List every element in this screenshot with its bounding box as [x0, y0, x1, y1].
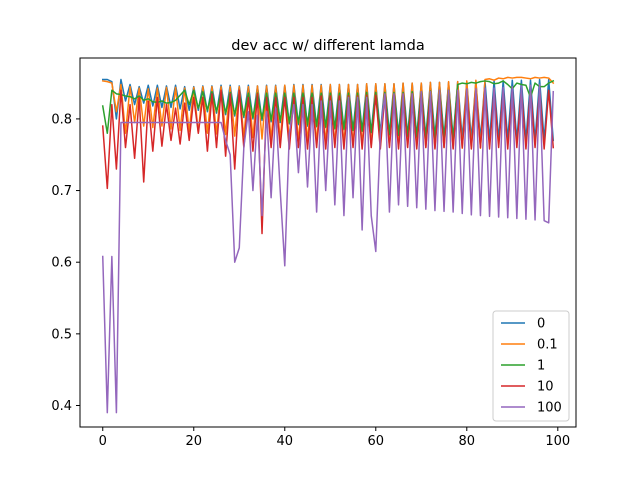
- legend-box: [492, 310, 570, 422]
- y-tick-label: 0.8: [51, 112, 72, 127]
- y-tick-label: 0.6: [51, 256, 72, 271]
- series-line-100: [101, 83, 555, 414]
- x-tick-label: 60: [368, 434, 385, 449]
- series-lines: [101, 76, 555, 414]
- x-tick-label: 20: [185, 434, 202, 449]
- series-line-10: [101, 89, 555, 235]
- x-tick-label: 40: [276, 434, 293, 449]
- y-tick-label: 0.7: [51, 184, 72, 199]
- chart-title: dev acc w/ different lamda: [231, 38, 424, 54]
- legend-label-0: 0: [537, 317, 545, 332]
- legend-label-10: 10: [537, 380, 554, 395]
- x-tick-label: 100: [545, 434, 570, 449]
- plot-area: 0 20 40 60 80 100 0.4 0.5 0.6 0.7 0.8 0 0.1 1 10 100: [51, 57, 577, 449]
- legend-label-1: 1: [537, 359, 545, 374]
- axes-frame: [79, 57, 577, 428]
- x-tick-label: 0: [99, 434, 107, 449]
- x-tick-label: 80: [459, 434, 476, 449]
- legend-label-0.1: 0.1: [537, 338, 558, 353]
- legend: 0 0.1 1 10 100: [492, 310, 570, 422]
- y-tick-label: 0.5: [51, 327, 72, 342]
- legend-label-100: 100: [537, 401, 562, 416]
- series-line-1: [101, 79, 555, 141]
- y-tick-label: 0.4: [51, 399, 72, 414]
